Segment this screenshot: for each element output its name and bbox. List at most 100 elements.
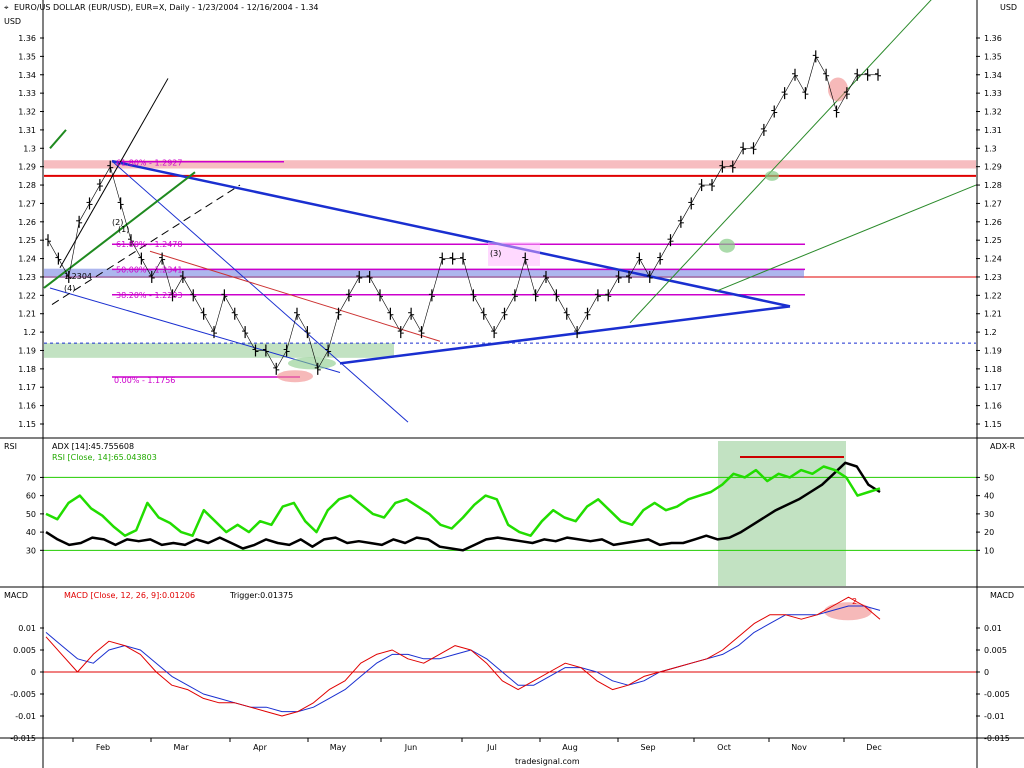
macd-annotation: 2 — [852, 597, 857, 606]
y-tick-label-right: 1.24 — [984, 255, 1002, 264]
price-connector — [566, 313, 578, 333]
y-tick-label-left: 1.3 — [23, 144, 36, 153]
rsi-tick-label: 30 — [26, 546, 36, 555]
price-connector — [120, 203, 132, 241]
footer-credit: tradesignal.com — [515, 757, 580, 766]
price-connector — [639, 258, 651, 278]
macd-tick-label: -0.015 — [10, 734, 36, 743]
macd-series — [45, 596, 881, 717]
fib-label: (1) — [118, 225, 129, 234]
price-connector — [556, 295, 568, 314]
macd-tick-label: -0.01 — [15, 712, 36, 721]
price-connector — [649, 258, 661, 278]
trigger-line — [45, 605, 881, 713]
legend-trigger: Trigger:0.01375 — [229, 591, 293, 600]
price-connector — [213, 295, 225, 333]
y-tick-label-left: 1.17 — [18, 383, 36, 392]
price-connector — [659, 240, 671, 259]
macd-panel-label: MACD — [4, 591, 28, 600]
rsi-line — [45, 465, 881, 537]
price-connector — [670, 221, 682, 241]
price-connector — [265, 350, 277, 370]
black-fan-line — [59, 78, 169, 269]
rsi-tick-label: 40 — [26, 528, 36, 537]
legend-rsi: RSI [Close, 14]:65.043803 — [52, 453, 157, 462]
y-tick-label-right: 1.29 — [984, 163, 1002, 172]
price-connector — [732, 148, 744, 167]
price-connector — [348, 276, 360, 296]
price-connector — [58, 258, 70, 278]
price-connector — [89, 184, 101, 204]
y-tick-label-right: 1.25 — [984, 236, 1002, 245]
price-connector — [763, 111, 775, 131]
green-line-left — [43, 171, 196, 289]
price-connector — [462, 258, 474, 296]
chart-title: EURO/US DOLLAR (EUR/USD), EUR=X, Daily -… — [14, 3, 319, 12]
macd-annotations: 2 — [44, 597, 976, 673]
x-tick-label: Sep — [640, 743, 655, 752]
y-tick-label-left: 1.25 — [18, 236, 36, 245]
price-connector — [390, 313, 402, 333]
price-axis: 1.15 1.15 1.16 1.16 1.17 1.17 1.18 1.18 1.19 1.19… — [18, 34, 1002, 429]
y-tick-label-right: 1.35 — [984, 52, 1002, 61]
price-connector — [203, 313, 215, 333]
y-tick-label-right: 1.34 — [984, 71, 1002, 80]
left-unit-label: USD — [4, 17, 21, 26]
macd-tick-label-right: -0.01 — [984, 712, 1005, 721]
y-tick-label-right: 1.17 — [984, 383, 1002, 392]
price-connector — [192, 295, 204, 314]
channel-line-lower — [49, 287, 341, 374]
y-tick-label-right: 1.2 — [984, 328, 997, 337]
y-tick-label-left: 1.36 — [18, 34, 36, 43]
green-line-stub — [49, 129, 67, 149]
y-tick-label-left: 1.15 — [18, 420, 36, 429]
right-unit-label: USD — [1000, 3, 1017, 12]
resistance-band — [44, 160, 976, 169]
price-connector — [161, 258, 173, 296]
rsi-tick-label: 60 — [26, 492, 36, 501]
adx-panel-label: ADX-R — [990, 442, 1016, 451]
price-connector — [224, 295, 236, 314]
price-connector — [338, 295, 350, 314]
price-connector — [286, 313, 298, 351]
y-tick-label-left: 1.32 — [18, 108, 36, 117]
x-tick-label: Nov — [791, 743, 807, 752]
y-tick-label-right: 1.23 — [984, 273, 1002, 282]
price-connector — [711, 166, 723, 186]
price-connector — [545, 276, 557, 296]
y-tick-label-left: 1.34 — [18, 71, 36, 80]
rsi-annotations — [44, 441, 976, 586]
fib-label: (2) — [112, 218, 123, 227]
price-connector — [805, 56, 817, 94]
y-tick-label-left: 1.27 — [18, 199, 36, 208]
price-connector — [680, 203, 692, 222]
rsi-panel-label: RSI — [4, 442, 17, 451]
macd-panel-label-right: MACD — [990, 591, 1014, 600]
price-connector — [431, 258, 443, 296]
price-connector — [275, 350, 287, 370]
y-tick-label-left: 1.33 — [18, 89, 36, 98]
price-connector — [483, 313, 495, 333]
macd-tick-label-right: 0.01 — [984, 624, 1002, 633]
x-tick-label: Dec — [866, 743, 881, 752]
price-connector — [182, 276, 194, 296]
y-tick-label-right: 1.36 — [984, 34, 1002, 43]
y-tick-label-right: 1.28 — [984, 181, 1002, 190]
y-tick-label-right: 1.15 — [984, 420, 1002, 429]
y-tick-label-left: 1.26 — [18, 218, 36, 227]
macd-line — [45, 596, 881, 717]
y-tick-label-right: 1.32 — [984, 108, 1002, 117]
fib-label: (4) — [64, 284, 75, 293]
price-series — [45, 50, 881, 375]
y-tick-label-left: 1.23 — [18, 273, 36, 282]
price-connector — [410, 313, 422, 333]
price-connector — [400, 313, 412, 333]
x-tick-label: Apr — [253, 743, 268, 752]
y-tick-label-right: 1.31 — [984, 126, 1002, 135]
y-tick-label-left: 1.31 — [18, 126, 36, 135]
price-connector — [369, 276, 381, 296]
price-connector — [421, 295, 433, 333]
highlight-ellipse — [828, 77, 848, 102]
price-connector — [587, 295, 599, 314]
